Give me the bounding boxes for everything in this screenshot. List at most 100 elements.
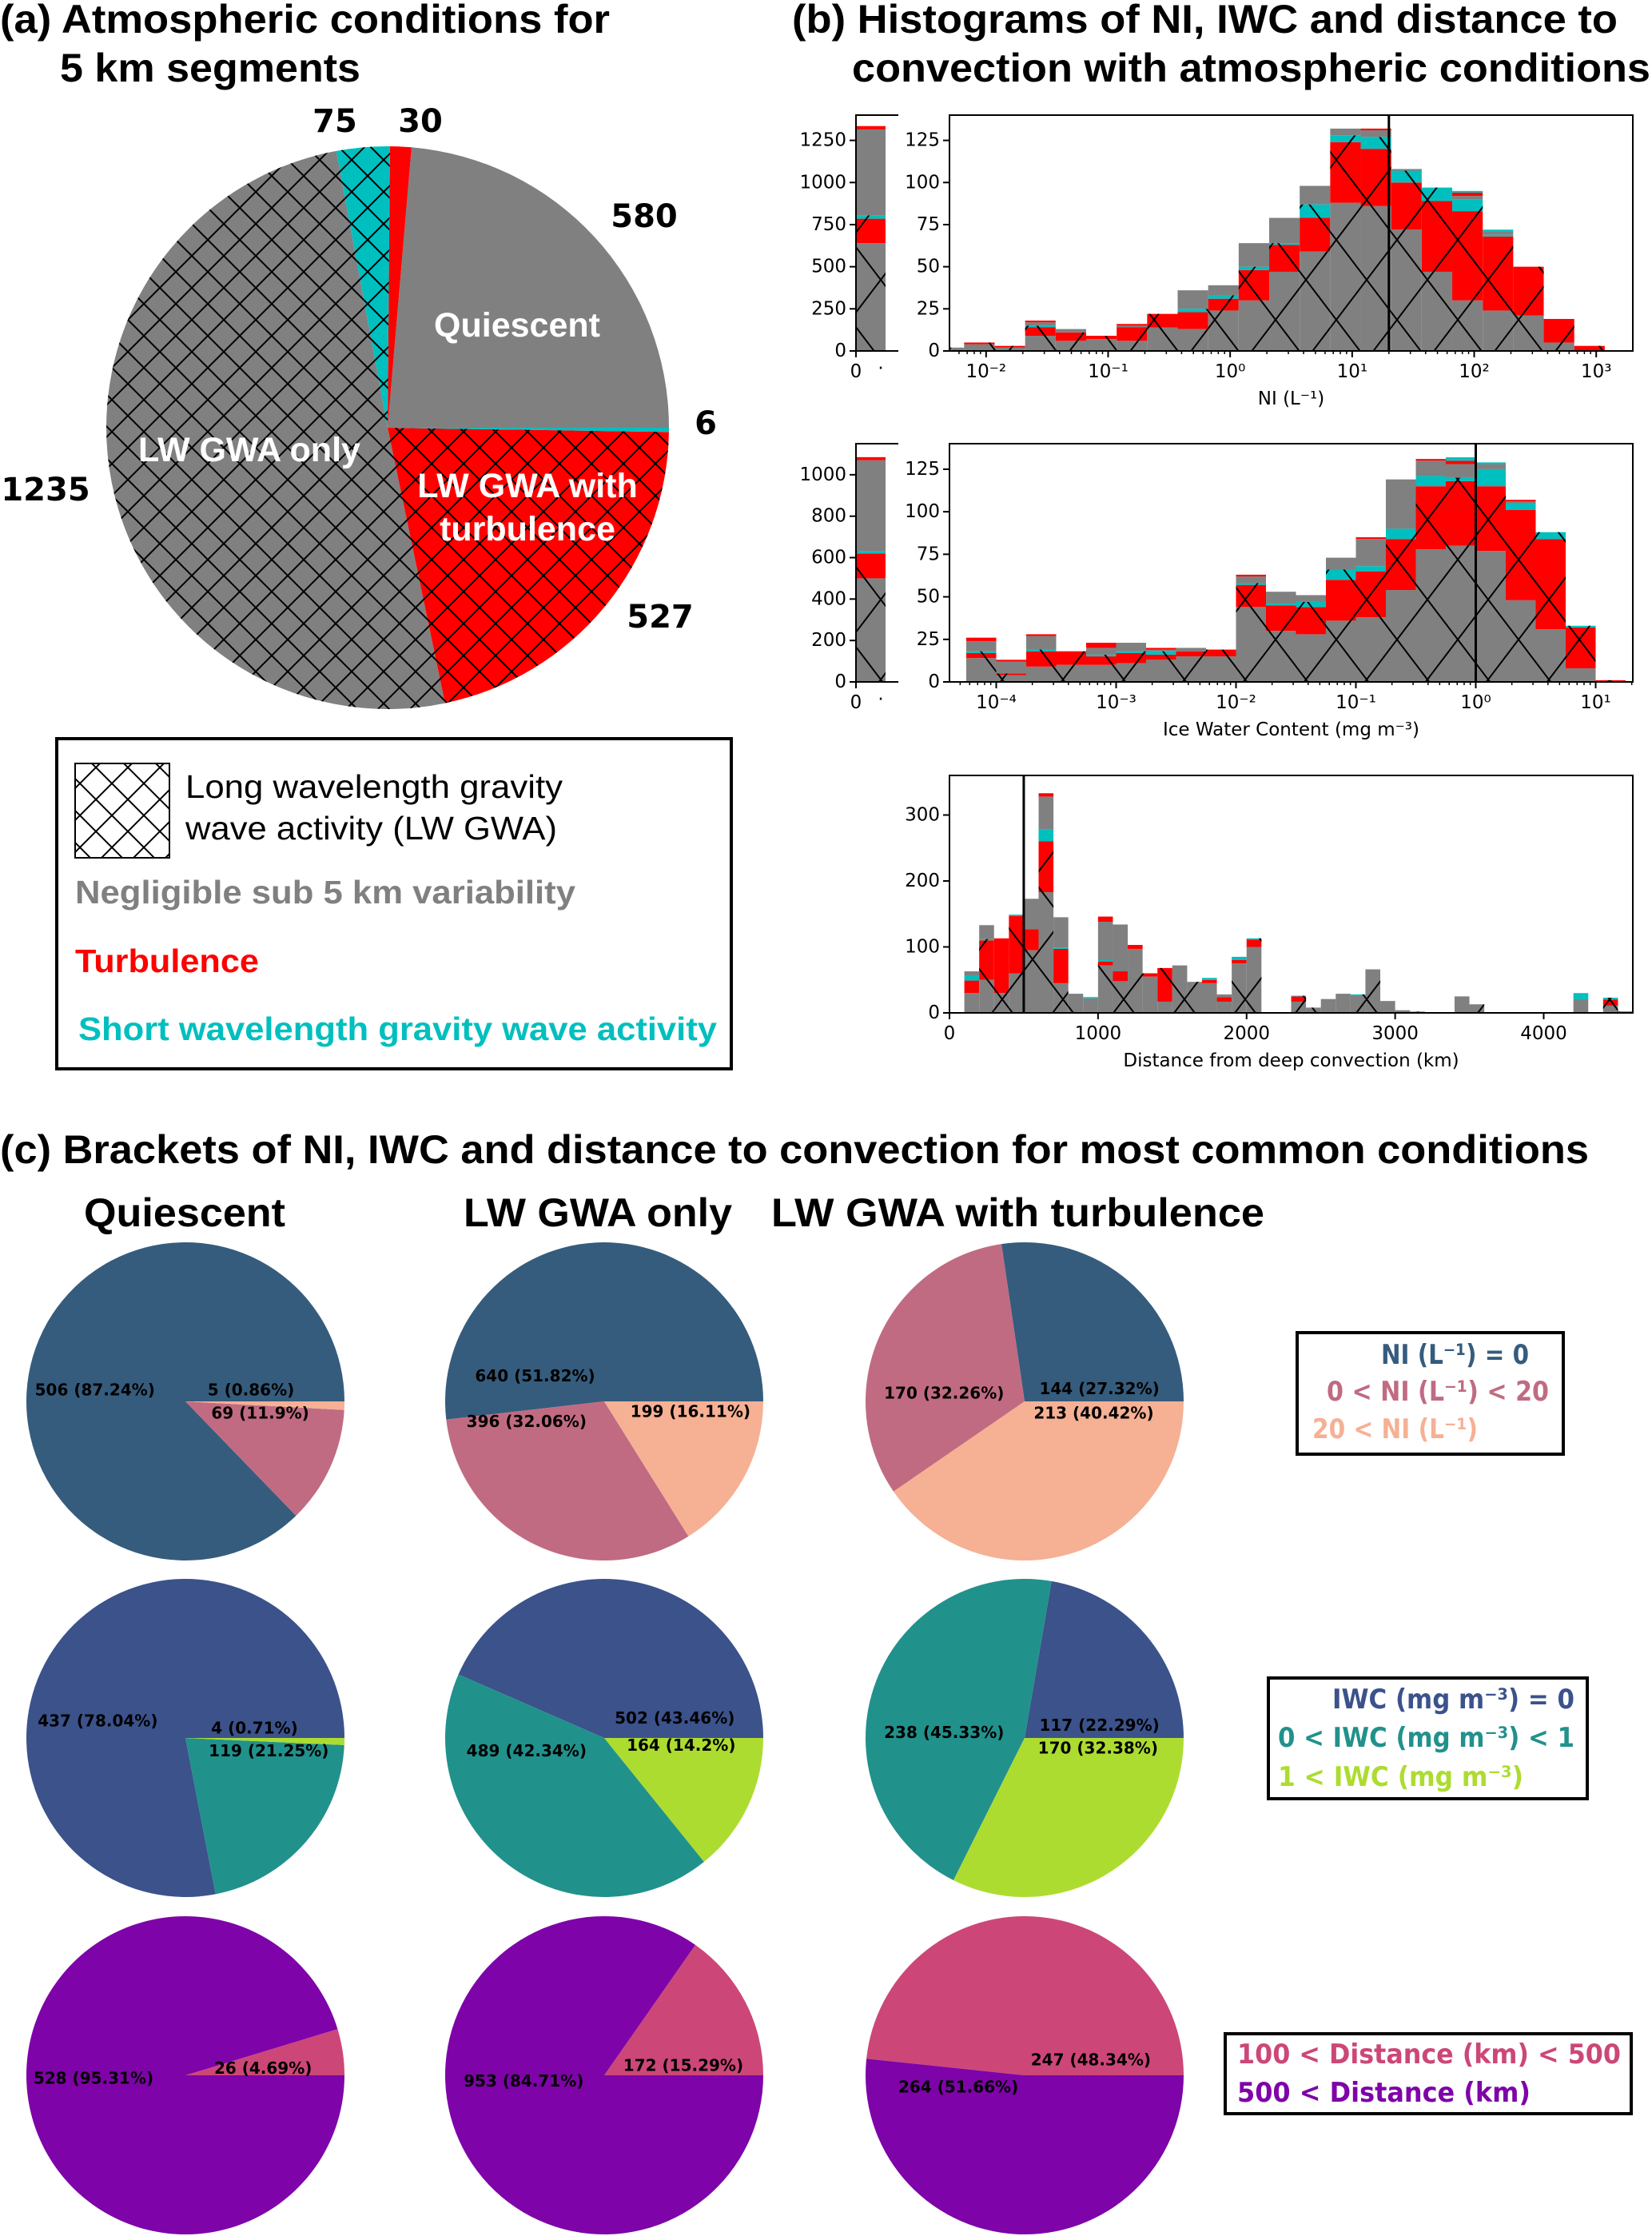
- bar-segment-hatch: [856, 215, 886, 219]
- bar-segment-hatch: [1232, 960, 1247, 964]
- legend-frame: [1267, 1676, 1589, 1800]
- x-tick-label: 10²: [1459, 361, 1490, 382]
- bars: [964, 793, 1633, 1013]
- bar-segment-hatch: [1113, 971, 1129, 982]
- bar-segment-hatch: [1026, 651, 1057, 667]
- histogram: 0 25 50 75 100 125 10⁻⁴ 10⁻³ 10⁻² 10⁻¹ 10⁰ 10¹ Ice W…: [799, 443, 1634, 740]
- bar-segment-hatch: [1201, 978, 1217, 980]
- pie-slice-label: 172 (15.29%): [623, 2056, 743, 2075]
- bar-segment: [1238, 243, 1270, 267]
- bar-segment-hatch: [1009, 915, 1024, 974]
- bar-segment-hatch: [1415, 486, 1446, 549]
- bar-segment-hatch: [1469, 1004, 1485, 1013]
- pie-slice: [388, 428, 669, 432]
- bar-segment-hatch: [856, 243, 886, 351]
- bar-segment-hatch: [1543, 342, 1574, 351]
- bar-segment: [1026, 636, 1057, 650]
- y-tick-label: 200: [905, 871, 940, 891]
- legend-iwc-high: 1 < IWC (mg m⁻³): [1278, 1761, 1523, 1793]
- x-axis-label: Ice Water Content (mg m⁻³): [1163, 719, 1419, 740]
- bar-segment-hatch: [1009, 915, 1024, 916]
- bar-segment-hatch: [1535, 539, 1566, 630]
- pie-chart: 144 (27.32%) 170 (32.26%) 213 (40.42%): [866, 1242, 1184, 1560]
- pie-slice: [865, 2059, 1184, 2235]
- bar-segment-hatch: [1506, 600, 1536, 682]
- pie-slice-label: 238 (45.33%): [884, 1723, 1004, 1742]
- x-tick-label: 0: [850, 692, 862, 713]
- pie-chart: 26 (4.69%) 528 (95.31%): [26, 1916, 345, 2234]
- bar-segment-hatch: [1602, 998, 1618, 1000]
- bar-segment-hatch: [1117, 341, 1148, 351]
- bar-segment: [1452, 190, 1483, 193]
- bar-segment-hatch: [1446, 545, 1476, 682]
- bar-segment: [1097, 916, 1113, 923]
- pie-slice-label: 144 (27.32%): [1039, 1379, 1159, 1398]
- bar-segment-hatch: [1201, 982, 1217, 1013]
- bar-segment-hatch: [1025, 327, 1056, 337]
- pie-slice-label: 119 (21.25%): [209, 1741, 328, 1760]
- bar-segment-hatch: [1452, 211, 1483, 301]
- bar-segment: [1026, 634, 1057, 636]
- hatch-swatch-icon: [74, 763, 170, 859]
- bar-segment-hatch: [1116, 651, 1146, 653]
- bar-segment-hatch: [964, 344, 995, 351]
- pie-slice: [953, 1738, 1184, 1898]
- bar-segment-hatch: [1146, 654, 1176, 660]
- bar-segment-hatch: [1055, 332, 1086, 341]
- bar-segment-hatch: [1326, 620, 1356, 682]
- bar-segment: [966, 640, 997, 652]
- pie-slice-hatch: [388, 428, 669, 703]
- axes-frame: [949, 443, 1634, 683]
- bar-segment-hatch: [1330, 141, 1361, 203]
- bar-segment: [1269, 217, 1300, 244]
- bar-segment: [1176, 648, 1206, 652]
- bar-segment-hatch: [964, 975, 980, 981]
- bar-segment-hatch: [1187, 982, 1202, 1013]
- bar-segment-hatch: [1053, 947, 1069, 949]
- bar-segment-hatch: [1208, 298, 1239, 311]
- legend-hatch-label-line2: wave activity (LW GWA): [185, 810, 557, 847]
- pie-slice: [1001, 1242, 1184, 1401]
- bar-segment: [1055, 329, 1086, 333]
- pie-slice: [185, 1401, 344, 1516]
- y-tick-label: 100: [905, 172, 940, 193]
- bar-segment-hatch: [1355, 571, 1386, 618]
- bar-segment-hatch: [1053, 982, 1069, 1013]
- legend-ni-low: 0 < NI (L⁻¹) < 20: [1327, 1376, 1549, 1408]
- pie-slice-label: 247 (48.34%): [1031, 2050, 1151, 2069]
- bar-segment-hatch: [1415, 548, 1446, 682]
- bar-segment-hatch: [1026, 666, 1057, 682]
- bar-segment: [1177, 290, 1208, 309]
- bar-segment-hatch: [1300, 217, 1331, 252]
- bar-segment-hatch: [856, 553, 886, 579]
- bar-segment-hatch: [1446, 477, 1476, 481]
- bar-segment-hatch: [1177, 312, 1208, 329]
- bar-segment-hatch: [856, 218, 886, 244]
- bar-segment-hatch: [1232, 963, 1247, 1013]
- pie-slice-label: 506 (87.24%): [35, 1381, 155, 1400]
- panel-a-legend: Long wavelength gravity wave activity (L…: [55, 737, 733, 1070]
- bar-segment-hatch: [1146, 651, 1176, 655]
- bar-segment: [966, 637, 997, 641]
- x-tick-label: 10⁰: [1215, 361, 1246, 382]
- pie-slice: [185, 1738, 344, 1895]
- bar-segment-hatch: [966, 652, 997, 659]
- bar-segment-hatch: [1506, 503, 1536, 511]
- pie-chart: 502 (43.46%) 489 (42.34%) 164 (14.2%): [445, 1579, 763, 1897]
- pie-slice: [458, 1579, 763, 1738]
- bar-segment: [1483, 229, 1514, 232]
- bar-segment-hatch: [1475, 468, 1506, 487]
- bar-segment-hatch: [1296, 601, 1326, 608]
- bar-segment-hatch: [1452, 199, 1483, 212]
- bar-segment-hatch: [1157, 1001, 1172, 1013]
- bar-segment: [996, 660, 1026, 662]
- pie-slice: [445, 1916, 763, 2235]
- bar-segment-hatch: [949, 347, 965, 351]
- pie-slice-label: 170 (32.26%): [884, 1383, 1004, 1402]
- bar-segment: [1355, 539, 1386, 567]
- y-tick-label: 1250: [799, 130, 846, 151]
- pie-slice-label: 170 (32.38%): [1038, 1738, 1158, 1757]
- y-tick-label: 300: [905, 805, 940, 826]
- legend-distance-far: 500 < Distance (km): [1237, 2077, 1531, 2109]
